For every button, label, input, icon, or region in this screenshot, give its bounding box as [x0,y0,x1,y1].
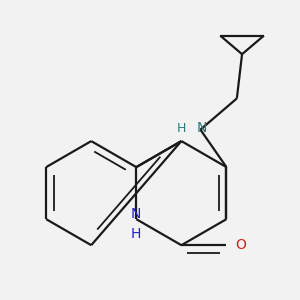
Text: N: N [196,121,207,135]
Text: O: O [235,238,246,252]
Text: H: H [177,122,186,135]
Text: N: N [131,207,142,221]
Text: H: H [131,227,142,241]
